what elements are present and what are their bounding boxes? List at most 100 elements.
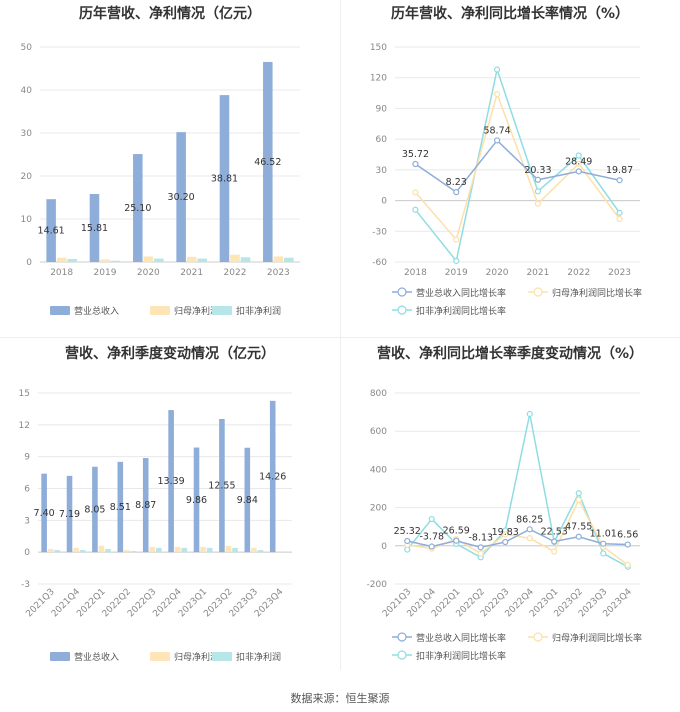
data-label: 47.55 xyxy=(565,522,592,533)
y-tick-label: -60 xyxy=(372,258,387,268)
x-tick-label: 2019 xyxy=(445,268,468,278)
chart-title: 历年营收、净利同比增长率情况（%） xyxy=(390,6,630,22)
legend-label: 营业总收入 xyxy=(74,651,119,663)
y-tick-label: -3 xyxy=(21,580,30,590)
y-tick-label: 200 xyxy=(370,504,387,514)
data-label: 13.39 xyxy=(158,476,185,487)
vertical-divider xyxy=(340,0,341,670)
data-point xyxy=(428,543,435,550)
bar xyxy=(251,547,257,553)
bar xyxy=(133,154,143,262)
y-tick-label: 12 xyxy=(19,421,30,431)
x-tick-label: 2023Q4 xyxy=(253,587,286,620)
legend-label: 营业总收入 xyxy=(74,305,119,317)
quarterly-revenue-profit-chart: 营收、净利季度变动情况（亿元） -3 0 3 6 9 12 15 2021Q3 2021Q4 20… xyxy=(0,340,340,680)
bar xyxy=(143,256,154,262)
y-tick-label: 3 xyxy=(24,516,30,526)
data-label: 25.10 xyxy=(124,203,151,214)
data-point xyxy=(526,535,533,542)
bar xyxy=(67,258,77,262)
legend-label: 扣非净利润同比增长率 xyxy=(416,650,506,662)
data-point xyxy=(616,177,623,184)
x-tick-label: 2019 xyxy=(94,268,117,278)
chart-title: 营收、净利季度变动情况（亿元） xyxy=(65,346,275,362)
legend-swatch xyxy=(50,306,70,315)
data-point xyxy=(502,538,509,546)
data-label: 30.20 xyxy=(168,192,195,203)
y-tick-label: 120 xyxy=(370,74,387,84)
y-tick-label: 600 xyxy=(370,427,387,437)
x-tick-label: 2021 xyxy=(180,268,203,278)
data-label: 46.52 xyxy=(254,157,281,168)
data-point xyxy=(616,209,623,216)
legend-marker xyxy=(397,632,407,642)
y-tick-label: 6 xyxy=(24,485,30,495)
data-label: 8.23 xyxy=(446,177,467,188)
data-label: 8.51 xyxy=(110,502,131,513)
x-tick-label: 2022 xyxy=(224,268,247,278)
x-tick-label: 2022 xyxy=(567,268,590,278)
x-tick-label: 2020 xyxy=(137,268,160,278)
bar xyxy=(276,551,283,553)
bar xyxy=(232,547,238,553)
bar xyxy=(54,550,61,553)
bar xyxy=(269,400,276,553)
bar xyxy=(110,260,121,262)
legend-swatch xyxy=(50,652,70,661)
data-label: 19.83 xyxy=(492,527,519,538)
data-point xyxy=(526,410,533,418)
bar xyxy=(98,545,105,553)
data-point xyxy=(404,537,411,545)
bar xyxy=(47,548,54,553)
bar xyxy=(263,61,273,262)
data-point xyxy=(453,537,460,544)
bar xyxy=(273,256,284,262)
x-tick-label: 2020 xyxy=(486,268,509,278)
legend-marker xyxy=(397,650,407,660)
legend-label: 归母净利润同比增长率 xyxy=(552,632,642,644)
data-label: 15.81 xyxy=(81,223,108,234)
data-label: 35.72 xyxy=(402,149,429,160)
bar xyxy=(142,458,149,553)
bar xyxy=(73,547,79,553)
bar xyxy=(105,548,111,553)
data-point xyxy=(575,168,582,175)
series-line xyxy=(407,528,628,549)
data-label: 28.49 xyxy=(565,156,592,167)
bar xyxy=(149,546,156,553)
legend-label: 营业总收入同比增长率 xyxy=(416,632,506,644)
series-line xyxy=(414,66,621,263)
bar xyxy=(219,95,230,262)
annual-revenue-profit-chart: 历年营收、净利情况（亿元） 0 10 20 30 40 50 2018 2019 2020 202… xyxy=(0,0,340,340)
chart-canvas: -3036912152021Q32021Q42022Q12022Q22022Q3… xyxy=(19,389,292,663)
legend-marker xyxy=(397,287,407,297)
data-point xyxy=(575,160,582,167)
data-label: 25.32 xyxy=(394,526,421,537)
bar xyxy=(92,466,98,553)
data-point xyxy=(575,496,582,504)
data-point xyxy=(412,160,419,168)
data-label: 9.86 xyxy=(186,495,207,506)
data-point xyxy=(453,257,460,265)
y-tick-label: 40 xyxy=(21,86,33,96)
y-tick-label: 0 xyxy=(381,197,387,207)
data-label: 8.87 xyxy=(135,500,156,511)
bar xyxy=(79,550,86,553)
y-tick-label: 10 xyxy=(21,215,33,225)
bar xyxy=(176,132,186,262)
data-point xyxy=(477,544,484,551)
data-label: 14.61 xyxy=(38,226,65,237)
data-label: 7.40 xyxy=(34,508,55,519)
chart-canvas: -60 -30 0 30 60 90 120 150 2018 2019 2020 2021 2022 2… xyxy=(370,43,642,317)
data-point xyxy=(534,176,542,183)
data-point xyxy=(453,189,460,196)
bar xyxy=(284,257,294,262)
data-point xyxy=(600,540,607,547)
data-point xyxy=(502,531,509,538)
data-point xyxy=(477,550,484,557)
legend-label: 归母净利润 xyxy=(174,651,219,663)
data-label: 86.25 xyxy=(516,514,543,525)
y-tick-label: 9 xyxy=(24,453,30,463)
data-label: -3.78 xyxy=(419,532,444,543)
x-tick-label: 2023 xyxy=(267,268,290,278)
